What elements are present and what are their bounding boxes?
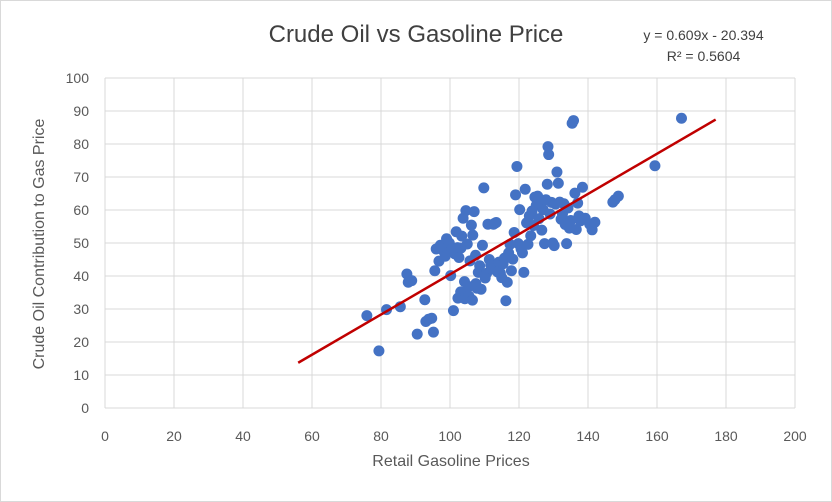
data-point: [612, 190, 624, 202]
trendline-equation: y = 0.609x - 20.394: [643, 27, 764, 43]
data-point: [518, 266, 530, 278]
data-point: [456, 230, 468, 242]
data-point: [522, 238, 534, 250]
x-tick-label: 120: [507, 428, 531, 444]
data-point: [476, 239, 488, 251]
y-tick-label: 10: [73, 367, 89, 383]
data-point: [569, 187, 581, 199]
data-point: [447, 305, 459, 317]
x-tick-label: 80: [373, 428, 389, 444]
data-point: [453, 252, 465, 264]
data-point: [474, 260, 486, 272]
data-point: [507, 253, 519, 265]
y-tick-label: 20: [73, 334, 89, 350]
y-tick-label: 60: [73, 202, 89, 218]
data-point: [429, 265, 441, 277]
data-point: [511, 160, 523, 172]
x-axis-ticks: 0 20 40 60 80 100 120 140 160 180 200: [101, 428, 807, 444]
data-point: [465, 219, 477, 231]
data-point: [589, 216, 601, 228]
trendline-label: y = 0.609x - 20.394 R² = 0.5604: [601, 25, 806, 67]
linear-trendline: [297, 118, 717, 364]
data-point: [427, 326, 439, 338]
data-point: [525, 230, 537, 242]
data-point: [519, 183, 531, 195]
data-points: [361, 112, 687, 357]
data-point: [548, 240, 560, 252]
y-tick-label: 0: [81, 400, 89, 416]
data-point: [455, 242, 467, 254]
data-point: [406, 275, 418, 287]
x-axis-title: Retail Gasoline Prices: [372, 453, 530, 470]
x-tick-label: 20: [166, 428, 182, 444]
data-point: [411, 328, 423, 340]
y-tick-label: 70: [73, 169, 89, 185]
data-point: [514, 204, 526, 216]
x-tick-label: 0: [101, 428, 109, 444]
y-tick-label: 100: [66, 70, 90, 86]
data-point: [439, 250, 451, 262]
x-tick-label: 200: [783, 428, 807, 444]
x-tick-label: 60: [304, 428, 320, 444]
data-point: [466, 294, 478, 306]
data-point: [536, 224, 548, 236]
data-point: [516, 247, 528, 259]
data-point: [561, 238, 573, 250]
data-point: [568, 115, 580, 127]
y-tick-label: 30: [73, 301, 89, 317]
data-point: [460, 205, 472, 217]
data-point: [419, 294, 431, 306]
data-point: [552, 177, 564, 189]
r-squared-label: R² = 0.5604: [666, 48, 741, 64]
trendline-group: [297, 118, 717, 364]
data-point: [361, 310, 373, 322]
data-point: [501, 276, 513, 288]
data-point: [426, 312, 438, 324]
y-tick-label: 80: [73, 136, 89, 152]
data-point: [475, 283, 487, 295]
data-point: [542, 141, 554, 153]
y-axis-ticks: 0 10 20 30 40 50 60 70 80 90 100: [66, 70, 90, 416]
data-point: [551, 166, 563, 178]
data-point: [570, 223, 582, 235]
data-point: [373, 345, 385, 357]
data-point: [541, 178, 553, 190]
data-point: [505, 265, 517, 277]
data-point: [675, 112, 687, 124]
x-tick-label: 180: [714, 428, 738, 444]
x-tick-label: 140: [576, 428, 600, 444]
data-point: [467, 229, 479, 241]
y-tick-label: 90: [73, 103, 89, 119]
data-point: [576, 181, 588, 193]
data-point: [478, 182, 490, 194]
data-point: [490, 217, 502, 229]
y-tick-label: 40: [73, 268, 89, 284]
x-tick-label: 40: [235, 428, 251, 444]
y-tick-label: 50: [73, 235, 89, 251]
data-point: [539, 238, 551, 250]
data-point: [565, 215, 577, 227]
data-point: [543, 149, 555, 161]
chart-title: Crude Oil vs Gasoline Price: [268, 21, 564, 48]
x-tick-label: 100: [438, 428, 462, 444]
data-point: [468, 206, 480, 218]
x-tick-label: 160: [645, 428, 669, 444]
data-point: [510, 189, 522, 201]
data-point: [500, 295, 512, 307]
data-point: [649, 160, 661, 172]
